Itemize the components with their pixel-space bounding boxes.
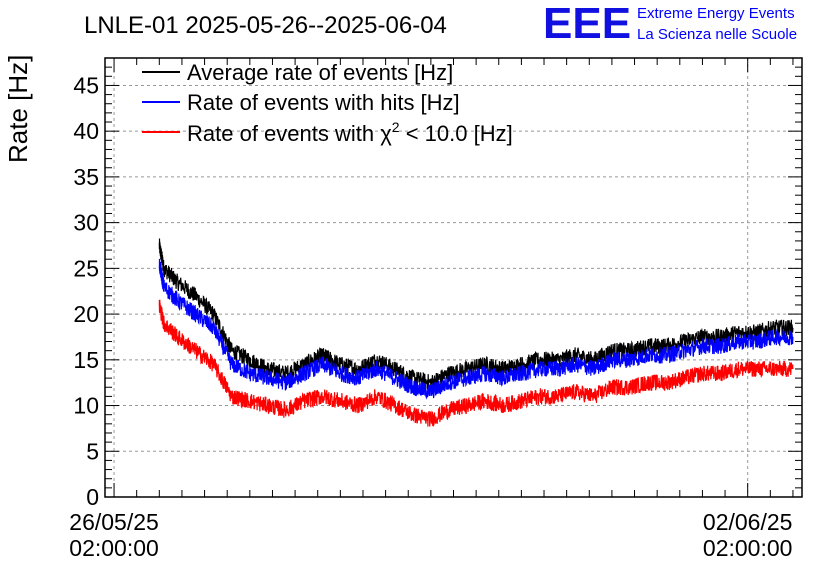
- chart-title: LNLE-01 2025-05-26--2025-06-04: [84, 12, 447, 39]
- legend-chi2-superscript: 2: [392, 119, 400, 135]
- series-chi2-line: [158, 299, 794, 427]
- legend-label-hits: Rate of events with hits [Hz]: [187, 90, 460, 115]
- y-tick-label: 15: [73, 347, 99, 373]
- x-tick-label-time: 02:00:00: [703, 535, 793, 561]
- y-tick-label: 35: [73, 164, 99, 190]
- org-name: Extreme Energy Events: [637, 5, 795, 22]
- y-tick-label: 10: [73, 393, 99, 419]
- legend-chi2-text: Rate of events with: [187, 121, 374, 146]
- y-tick-label: 40: [73, 118, 99, 144]
- y-tick-label: 45: [73, 72, 99, 98]
- x-tick-label-date: 26/05/25: [69, 509, 159, 535]
- y-tick-label: 5: [86, 438, 99, 464]
- legend: Average rate of events [Hz] Rate of even…: [142, 60, 513, 146]
- y-tick-label: 0: [86, 484, 99, 510]
- x-tick-label-date: 02/06/25: [703, 509, 793, 535]
- eee-logo: EEE: [543, 0, 631, 48]
- legend-label-chi2: Rate of events with χ2 < 10.0 [Hz]: [187, 119, 513, 146]
- series-layer: [158, 238, 794, 427]
- y-tick-label: 20: [73, 301, 99, 327]
- y-tick-label: 25: [73, 255, 99, 281]
- x-tick-label-time: 02:00:00: [69, 535, 159, 561]
- legend-label-average: Average rate of events [Hz]: [187, 60, 453, 85]
- series-hits-line: [158, 258, 794, 400]
- axes: 05101520253035404526/05/2502:00:0002/06/…: [69, 57, 802, 561]
- legend-chi2-suffix: < 10.0 [Hz]: [406, 121, 513, 146]
- series-average-line: [158, 238, 794, 390]
- y-axis-label: Rate [Hz]: [3, 55, 33, 163]
- y-tick-label: 30: [73, 210, 99, 236]
- legend-chi2-symbol: χ: [380, 121, 392, 146]
- org-subtitle: La Scienza nelle Scuole: [637, 26, 797, 43]
